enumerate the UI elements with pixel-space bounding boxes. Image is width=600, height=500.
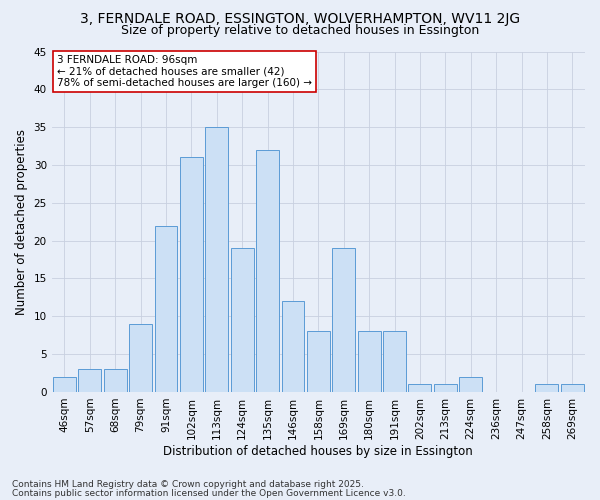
Bar — [231, 248, 254, 392]
Text: Contains HM Land Registry data © Crown copyright and database right 2025.: Contains HM Land Registry data © Crown c… — [12, 480, 364, 489]
Bar — [459, 377, 482, 392]
Bar — [129, 324, 152, 392]
Bar — [561, 384, 584, 392]
Bar — [434, 384, 457, 392]
Text: Contains public sector information licensed under the Open Government Licence v3: Contains public sector information licen… — [12, 489, 406, 498]
Bar — [332, 248, 355, 392]
Bar — [307, 332, 330, 392]
Bar — [155, 226, 178, 392]
Text: Size of property relative to detached houses in Essington: Size of property relative to detached ho… — [121, 24, 479, 37]
Text: 3 FERNDALE ROAD: 96sqm
← 21% of detached houses are smaller (42)
78% of semi-det: 3 FERNDALE ROAD: 96sqm ← 21% of detached… — [57, 55, 312, 88]
Text: 3, FERNDALE ROAD, ESSINGTON, WOLVERHAMPTON, WV11 2JG: 3, FERNDALE ROAD, ESSINGTON, WOLVERHAMPT… — [80, 12, 520, 26]
Bar — [205, 127, 228, 392]
Bar — [104, 370, 127, 392]
Bar — [535, 384, 559, 392]
Bar — [180, 158, 203, 392]
Bar — [358, 332, 380, 392]
X-axis label: Distribution of detached houses by size in Essington: Distribution of detached houses by size … — [163, 444, 473, 458]
Bar — [79, 370, 101, 392]
Bar — [409, 384, 431, 392]
Bar — [256, 150, 279, 392]
Bar — [53, 377, 76, 392]
Bar — [281, 301, 304, 392]
Y-axis label: Number of detached properties: Number of detached properties — [15, 128, 28, 314]
Bar — [383, 332, 406, 392]
